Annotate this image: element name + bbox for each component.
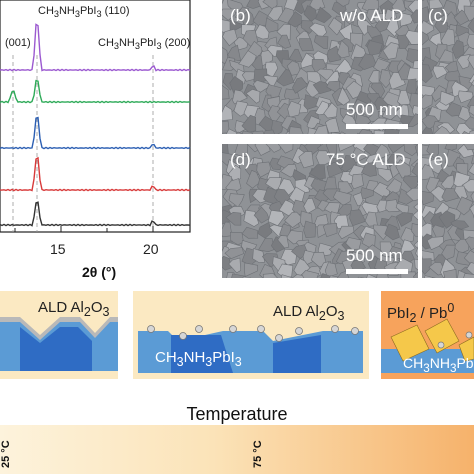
panel-d-label: (d) — [230, 150, 251, 169]
peak-001-label: (001) — [5, 37, 31, 49]
scalebar-b-text: 500 nm — [346, 100, 403, 119]
temp-tick-25: 25 °C — [0, 440, 12, 468]
temp-tick-75: 75 °C — [252, 440, 264, 468]
panel-e-label: (e) — [428, 150, 449, 169]
xrd-trace — [0, 201, 191, 227]
panel-b-label: (b) — [230, 6, 251, 25]
sem-image-b: (b) w/o ALD 500 nm — [222, 0, 418, 134]
right-pbi2-label: PbI2 / Pb0 — [387, 301, 455, 325]
middle-perovskite-label: CH3NH3PbI3 — [155, 349, 242, 369]
middle-ald-label: ALD Al2O3 — [273, 303, 345, 323]
xtick-20: 20 — [143, 241, 159, 257]
right-perovskite-label: CH3NH3PbI — [403, 355, 474, 375]
peak-110-label: CH3NH3PbI3 (110) — [38, 5, 130, 20]
schematic-mid-temp: ALD Al2O3 CH3NH3PbI3 — [133, 291, 369, 379]
left-ald-label: ALD Al2O3 — [38, 299, 110, 319]
panel-c-label: (c) — [428, 6, 448, 25]
panel-d-caption: 75 °C ALD — [326, 150, 406, 169]
scalebar-b — [346, 124, 408, 129]
sem-image-e: (e) — [422, 144, 474, 278]
peak-200-label: CH3NH3PbI3 (200) — [98, 37, 191, 52]
xrd-trace — [0, 116, 191, 150]
xtick-15: 15 — [50, 241, 66, 257]
sem-image-c: (c) — [422, 0, 474, 134]
xrd-trace — [0, 156, 191, 192]
xrd-chart — [0, 0, 191, 233]
temperature-gradient-bar — [0, 425, 474, 474]
sem-image-d: (d) 75 °C ALD 500 nm — [222, 144, 418, 278]
panel-b-caption: w/o ALD — [340, 6, 404, 25]
schematic-high-temp: PbI2 / Pb0 CH3NH3PbI — [381, 291, 474, 379]
scalebar-d — [346, 269, 408, 274]
xrd-trace — [0, 79, 191, 104]
xrd-trace — [0, 23, 191, 72]
temperature-label: Temperature — [186, 404, 288, 424]
x-axis-label: 2θ (°) — [82, 264, 117, 280]
schematic-low-temp: ALD Al2O3 — [0, 291, 118, 379]
scalebar-d-text: 500 nm — [346, 246, 403, 265]
